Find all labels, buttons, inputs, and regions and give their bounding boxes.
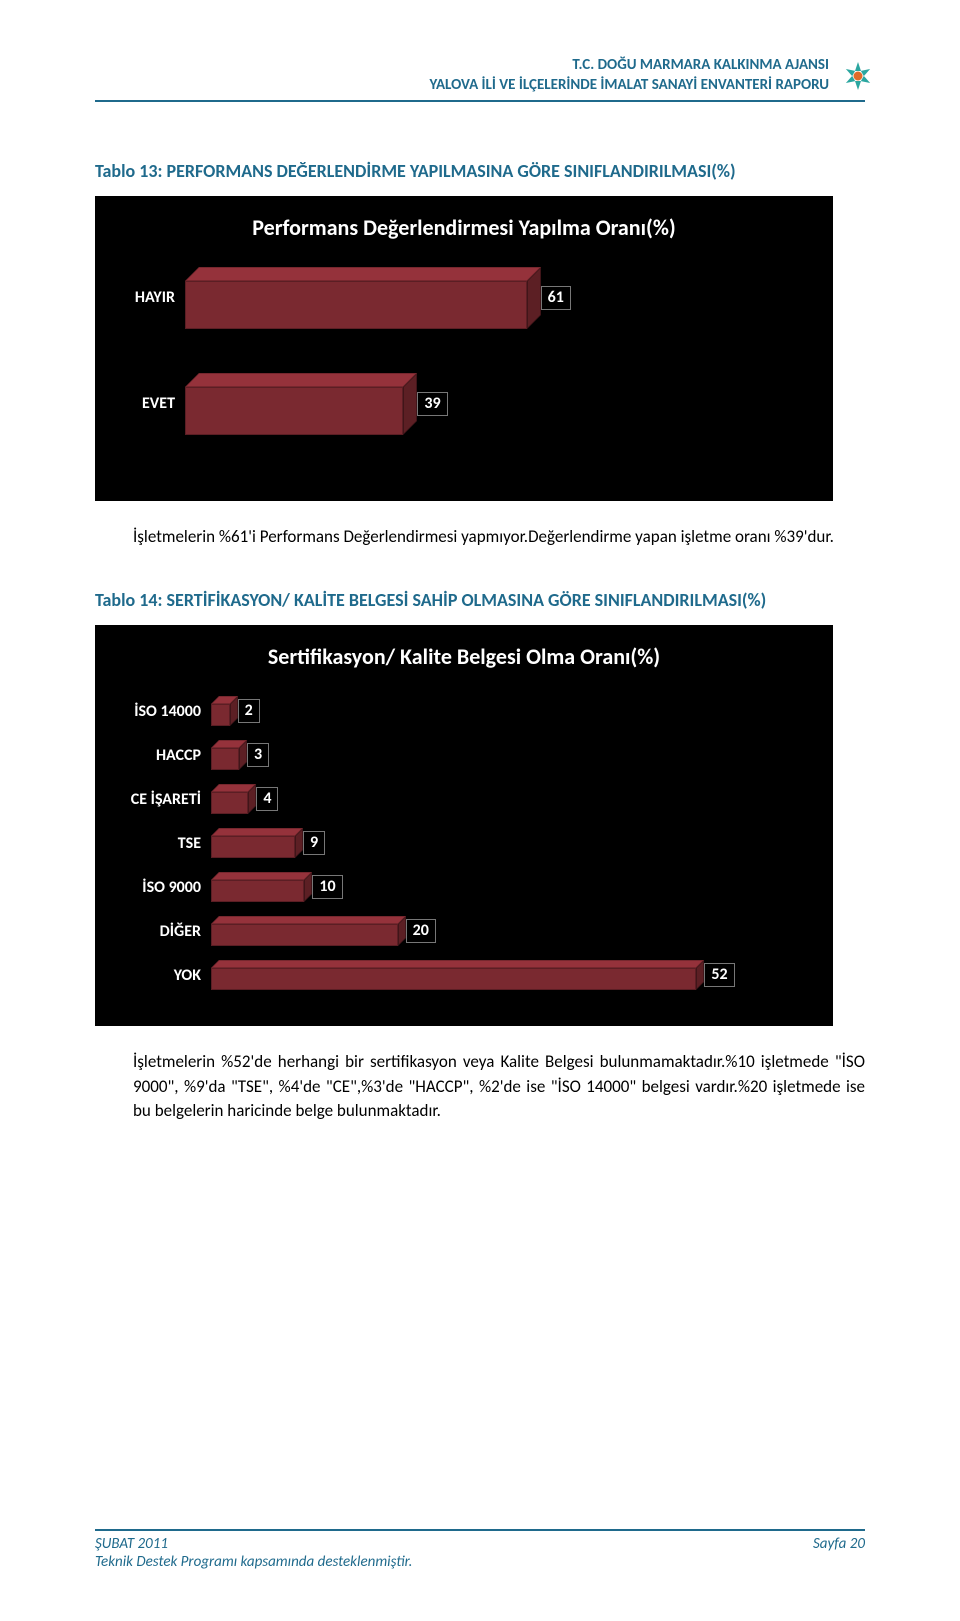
chart-certification: Sertifikasyon/ Kalite Belgesi Olma Oranı… <box>95 625 833 1026</box>
category-label: YOK <box>113 966 209 985</box>
chart-row: CE İŞARETİ 4 <box>113 784 815 814</box>
footer-date: ŞUBAT 2011 <box>95 1535 412 1553</box>
category-label: HACCP <box>113 746 209 765</box>
chart-performance-evaluation: Performans Değerlendirmesi Yapılma Oranı… <box>95 196 833 501</box>
value-label: 9 <box>303 831 325 855</box>
agency-logo-icon <box>841 59 875 98</box>
bar: 61 <box>183 267 815 329</box>
value-label: 39 <box>417 392 447 416</box>
chart-row: EVET 39 <box>113 373 815 435</box>
value-label: 3 <box>247 743 269 767</box>
category-label: İSO 14000 <box>113 702 209 721</box>
value-label: 20 <box>406 919 436 943</box>
chart1-title: Performans Değerlendirmesi Yapılma Oranı… <box>113 214 815 241</box>
bar: 9 <box>209 828 815 858</box>
footer-rule <box>95 1529 865 1531</box>
header-line-2: YALOVA İLİ VE İLÇELERİNDE İMALAT SANAYİ … <box>95 75 829 95</box>
bar: 52 <box>209 960 815 990</box>
chart-row: İSO 9000 10 <box>113 872 815 902</box>
category-label: DİĞER <box>113 922 209 941</box>
footer-program-note: Teknik Destek Programı kapsamında destek… <box>95 1553 412 1571</box>
category-label: HAYIR <box>113 288 183 307</box>
page-header: T.C. DOĞU MARMARA KALKINMA AJANSI YALOVA… <box>95 55 865 102</box>
chart-row: HACCP 3 <box>113 740 815 770</box>
header-line-1: T.C. DOĞU MARMARA KALKINMA AJANSI <box>95 55 829 75</box>
bar: 39 <box>183 373 815 435</box>
chart-row: HAYIR 61 <box>113 267 815 329</box>
chart-row: DİĞER 20 <box>113 916 815 946</box>
value-label: 2 <box>238 699 260 723</box>
chart2-plot: İSO 14000 2 HACCP 3 CE İŞARETİ 4 TSE 9 İSO 9000 1… <box>113 696 815 1004</box>
value-label: 4 <box>256 787 278 811</box>
chart-row: YOK 52 <box>113 960 815 990</box>
bar: 4 <box>209 784 815 814</box>
category-label: EVET <box>113 394 183 413</box>
category-label: İSO 9000 <box>113 878 209 897</box>
footer-page-number: Sayfa 20 <box>813 1535 865 1571</box>
bar: 10 <box>209 872 815 902</box>
category-label: TSE <box>113 834 209 853</box>
chart2-title: Sertifikasyon/ Kalite Belgesi Olma Oranı… <box>113 643 815 670</box>
table-13-title: Tablo 13: PERFORMANS DEĞERLENDİRME YAPIL… <box>95 160 865 182</box>
header-rule <box>95 100 865 102</box>
bar: 3 <box>209 740 815 770</box>
bar: 2 <box>209 696 815 726</box>
value-label: 52 <box>704 963 734 987</box>
chart1-plot: HAYIR 61 EVET 39 <box>113 267 815 479</box>
value-label: 10 <box>312 875 342 899</box>
paragraph-1: İşletmelerin %61'i Performans Değerlendi… <box>95 525 865 550</box>
page-footer: ŞUBAT 2011 Teknik Destek Programı kapsam… <box>95 1529 865 1571</box>
bar: 20 <box>209 916 815 946</box>
category-label: CE İŞARETİ <box>113 790 209 809</box>
paragraph-2: İşletmelerin %52'de herhangi bir sertifi… <box>95 1050 865 1124</box>
chart-row: TSE 9 <box>113 828 815 858</box>
chart-row: İSO 14000 2 <box>113 696 815 726</box>
value-label: 61 <box>541 286 571 310</box>
table-14-title: Tablo 14: SERTİFİKASYON/ KALİTE BELGESİ … <box>95 589 865 611</box>
